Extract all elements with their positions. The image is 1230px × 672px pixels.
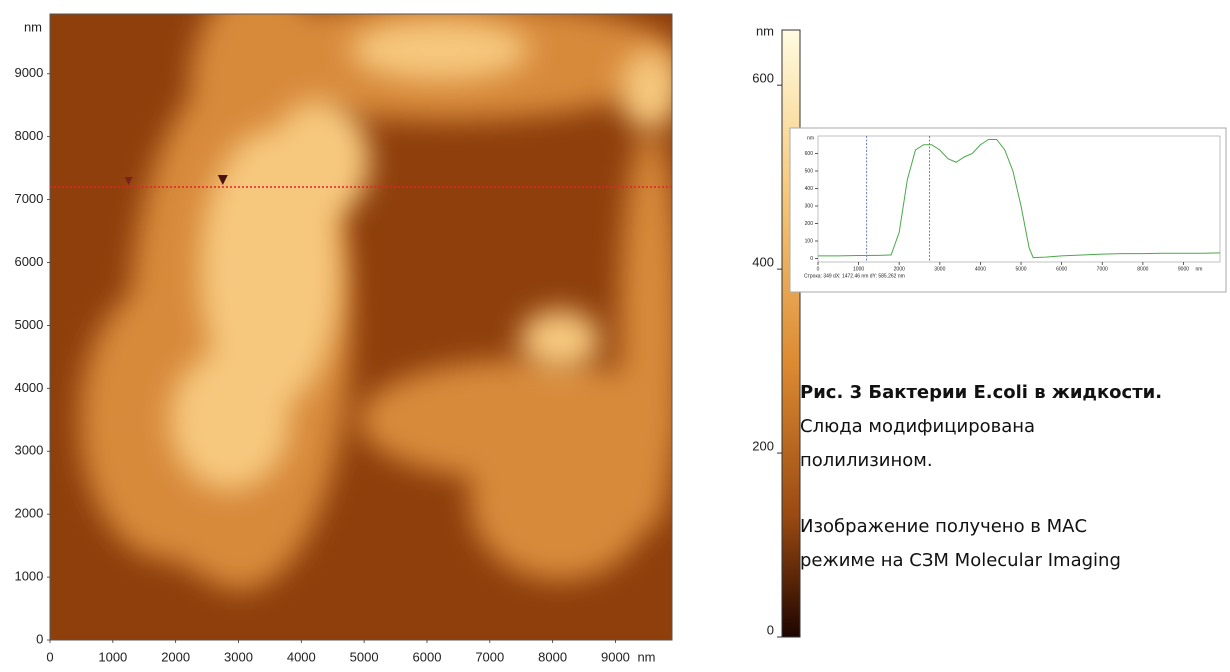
x-tick-label: 5000 (350, 650, 379, 665)
x-tick-label: 2000 (894, 266, 905, 272)
x-unit: nm (637, 649, 655, 664)
x-tick-label: 0 (817, 266, 820, 272)
y-unit: nm (807, 135, 814, 141)
x-tick-label: 4000 (287, 650, 316, 665)
y-tick-label: 200 (805, 221, 814, 227)
x-tick-label: 8000 (1137, 266, 1148, 272)
page: Рис. 3 Бактерии E.coli в жидкости. Слюда… (0, 0, 1230, 667)
y-tick-label: 7000 (14, 191, 43, 206)
x-tick-label: 1000 (853, 266, 864, 272)
caption-line: режиме на СЗМ Molecular Imaging (800, 550, 1121, 571)
x-unit: nm (1195, 266, 1202, 272)
x-tick-label: 3000 (934, 266, 945, 272)
profile-footer: Строка: 349 dX: 1472.46 nm dY: 585.262 n… (804, 273, 905, 279)
y-tick-label: 8000 (14, 128, 43, 143)
y-tick-label: 6000 (14, 254, 43, 269)
x-tick-label: 6000 (413, 650, 442, 665)
y-tick-label: 9000 (14, 65, 43, 80)
y-tick-label: 0 (767, 622, 774, 637)
y-tick-label: 400 (752, 255, 774, 270)
x-tick-label: 3000 (224, 650, 253, 665)
y-tick-label: 0 (36, 631, 43, 646)
y-tick-label: 4000 (14, 380, 43, 395)
y-tick-label: 100 (805, 238, 814, 244)
x-tick-label: 4000 (975, 266, 986, 272)
y-tick-label: 3000 (14, 443, 43, 458)
x-tick-label: 2000 (161, 650, 190, 665)
x-tick-label: 1000 (98, 650, 127, 665)
y-tick-label: 200 (752, 438, 774, 453)
y-tick-label: 2000 (14, 506, 43, 521)
y-unit: nm (24, 19, 42, 34)
y-tick-label: 300 (805, 203, 814, 209)
x-tick-label: 6000 (1056, 266, 1067, 272)
caption-line: Изображение получено в МАС (800, 516, 1087, 537)
colorbar (782, 30, 800, 637)
x-tick-label: 8000 (538, 650, 567, 665)
y-tick-label: 0 (810, 256, 813, 262)
caption-title: Рис. 3 Бактерии E.coli в жидкости. (800, 382, 1162, 403)
x-tick-label: 9000 (601, 650, 630, 665)
y-tick-label: 400 (805, 186, 814, 192)
y-unit: nm (756, 23, 774, 38)
afm-image (50, 0, 680, 640)
x-tick-label: 7000 (1097, 266, 1108, 272)
x-tick-label: 0 (46, 650, 53, 665)
caption-line: Слюда модифицирована (800, 416, 1035, 437)
x-tick-label: 9000 (1178, 266, 1189, 272)
y-tick-label: 600 (805, 151, 814, 157)
x-tick-label: 7000 (475, 650, 504, 665)
y-tick-label: 500 (805, 168, 814, 174)
y-tick-label: 1000 (14, 569, 43, 584)
figure: Рис. 3 Бактерии E.coli в жидкости. Слюда… (0, 0, 1230, 667)
caption-line: полилизином. (800, 450, 933, 471)
y-tick-label: 600 (752, 71, 774, 86)
x-tick-label: 5000 (1015, 266, 1026, 272)
y-tick-label: 5000 (14, 317, 43, 332)
